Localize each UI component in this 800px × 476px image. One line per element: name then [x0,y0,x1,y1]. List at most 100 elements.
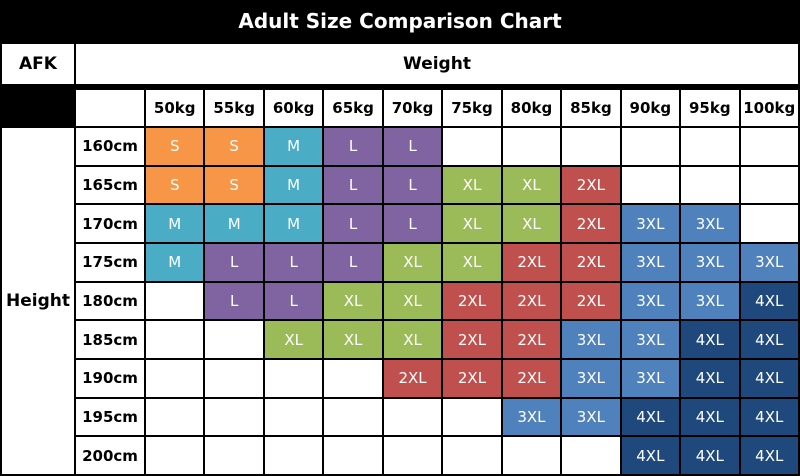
row-header-190cm: 190cm [74,357,146,399]
size-cell-160cm-60kg: M [262,126,325,167]
size-cell-175cm-85kg: 2XL [560,241,622,283]
size-cell-195cm-100kg: 4XL [738,396,800,438]
size-cell-185cm-70kg: XL [381,319,444,360]
empty-cell-165cm-95kg [679,164,741,206]
empty-cell-160cm-85kg [560,126,622,167]
col-header-65kg: 65kg [322,86,384,128]
size-cell-170cm-50kg: M [143,203,206,244]
empty-corner-cell [74,86,146,128]
size-cell-185cm-90kg: 3XL [619,319,682,360]
empty-cell-195cm-70kg [381,396,444,438]
size-cell-175cm-75kg: XL [441,241,503,283]
size-cell-175cm-60kg: L [262,241,325,283]
empty-cell-160cm-95kg [679,126,741,167]
empty-cell-190cm-50kg [143,357,206,399]
size-cell-170cm-70kg: L [381,203,444,244]
size-cell-180cm-85kg: 2XL [560,280,622,322]
empty-cell-195cm-55kg [203,396,265,438]
size-cell-180cm-65kg: XL [322,280,384,322]
size-cell-165cm-55kg: S [203,164,265,206]
col-header-60kg: 60kg [262,86,325,128]
empty-cell-165cm-100kg [738,164,800,206]
empty-cell-190cm-65kg [322,357,384,399]
size-cell-165cm-60kg: M [262,164,325,206]
table-row: 200cm 4XL 4XL 4XL [1,435,800,476]
size-cell-175cm-65kg: L [322,241,384,283]
col-header-55kg: 55kg [203,86,265,128]
empty-cell-160cm-100kg [738,126,800,167]
row-header-195cm: 195cm [74,396,146,438]
empty-cell-160cm-75kg [441,126,503,167]
size-cell-185cm-95kg: 4XL [679,319,741,360]
empty-cell-200cm-75kg [441,435,503,476]
size-cell-175cm-50kg: M [143,241,206,283]
size-cell-180cm-60kg: L [262,280,325,322]
empty-cell-180cm-50kg [143,280,206,322]
size-cell-190cm-95kg: 4XL [679,357,741,399]
size-cell-175cm-70kg: XL [381,241,444,283]
empty-cell-170cm-100kg [738,203,800,244]
size-cell-160cm-65kg: L [322,126,384,167]
row-header-180cm: 180cm [74,280,146,322]
size-cell-160cm-50kg: S [143,126,206,167]
size-cell-160cm-70kg: L [381,126,444,167]
empty-cell-185cm-55kg [203,319,265,360]
size-cell-180cm-100kg: 4XL [738,280,800,322]
empty-cell-190cm-60kg [262,357,325,399]
height-axis-header: Height [0,126,76,476]
size-cell-180cm-95kg: 3XL [679,280,741,322]
table-row: Height 160cm S S M L L [0,126,800,476]
empty-cell-165cm-90kg [619,164,682,206]
table-row: 195cm 3XL 3XL 4XL 4XL 4XL [1,396,800,438]
empty-cell-190cm-55kg [203,357,265,399]
empty-cell-200cm-85kg [560,435,622,476]
size-cell-180cm-55kg: L [203,280,265,322]
size-cell-180cm-70kg: XL [381,280,444,322]
size-cell-165cm-80kg: XL [500,164,563,206]
size-cell-190cm-90kg: 3XL [619,357,682,399]
size-cell-170cm-80kg: XL [500,203,563,244]
size-cell-180cm-75kg: 2XL [441,280,503,322]
size-cell-170cm-90kg: 3XL [619,203,682,244]
table-row: 170cm M M M L L XL XL 2XL 3XL 3XL [1,203,800,244]
empty-cell-160cm-90kg [619,126,682,167]
size-cell-165cm-50kg: S [143,164,206,206]
table-row: 190cm 2XL 2XL 2XL 3XL 3XL 4XL 4XL [1,357,800,399]
size-cell-170cm-85kg: 2XL [560,203,622,244]
empty-cell-200cm-60kg [262,435,325,476]
size-cell-170cm-65kg: L [322,203,384,244]
afk-label: AFK [0,42,76,90]
size-cell-195cm-85kg: 3XL [560,396,622,438]
size-cell-200cm-90kg: 4XL [619,435,682,476]
size-cell-185cm-80kg: 2XL [500,319,563,360]
size-cell-180cm-80kg: 2XL [500,280,563,322]
row-header-165cm: 165cm [74,164,146,206]
size-cell-195cm-95kg: 4XL [679,396,741,438]
size-cell-190cm-75kg: 2XL [441,357,503,399]
empty-cell-160cm-80kg [500,126,563,167]
empty-cell-195cm-75kg [441,396,503,438]
size-cell-175cm-80kg: 2XL [500,241,563,283]
size-cell-195cm-80kg: 3XL [500,396,563,438]
size-cell-170cm-75kg: XL [441,203,503,244]
size-cell-175cm-90kg: 3XL [619,241,682,283]
col-header-90kg: 90kg [619,86,682,128]
empty-cell-200cm-50kg [143,435,206,476]
empty-cell-195cm-60kg [262,396,325,438]
row-header-160cm: 160cm [74,126,146,167]
col-header-50kg: 50kg [143,86,206,128]
row-header-200cm: 200cm [74,435,146,476]
empty-cell-200cm-55kg [203,435,265,476]
size-cell-180cm-90kg: 3XL [619,280,682,322]
table-row: 185cm XL XL XL 2XL 2XL 3XL 3XL 4XL 4XL [1,319,800,360]
col-header-75kg: 75kg [441,86,503,128]
size-cell-170cm-95kg: 3XL [679,203,741,244]
size-cell-185cm-60kg: XL [262,319,325,360]
size-cell-175cm-95kg: 3XL [679,241,741,283]
empty-cell-200cm-70kg [381,435,444,476]
size-cell-195cm-90kg: 4XL [619,396,682,438]
col-header-85kg: 85kg [560,86,622,128]
size-cell-175cm-55kg: L [203,241,265,283]
size-cell-160cm-55kg: S [203,126,265,167]
